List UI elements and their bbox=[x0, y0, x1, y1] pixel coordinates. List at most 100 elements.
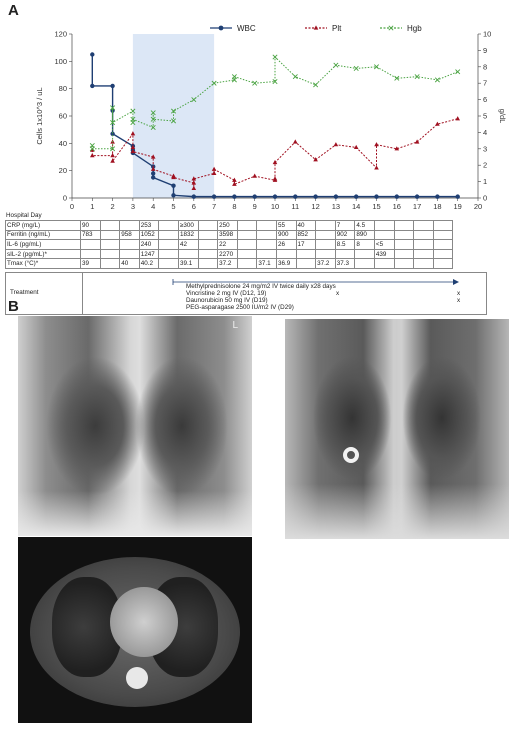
plt-point bbox=[150, 154, 156, 159]
hgb-point bbox=[89, 146, 95, 152]
table-cell: 1832 bbox=[177, 229, 199, 241]
plt-point bbox=[110, 153, 115, 158]
x-tick-label: 5 bbox=[171, 202, 175, 211]
table-cell bbox=[99, 248, 121, 260]
plt-point bbox=[414, 139, 420, 144]
row-label: Ferritin (ng/mL) bbox=[5, 229, 81, 241]
table-cell bbox=[295, 258, 317, 269]
table-cell bbox=[197, 229, 219, 241]
wbc-point bbox=[272, 194, 278, 199]
table-cell: 36.9 bbox=[275, 258, 297, 269]
hgb-point bbox=[211, 80, 217, 86]
table-cell bbox=[373, 229, 395, 241]
x-tick-label: 11 bbox=[291, 202, 299, 211]
treatment-peg-asparagase: PEG-asparagase 2500 IU/m2 IV (D29) bbox=[186, 304, 294, 311]
table-cell bbox=[393, 248, 415, 260]
table-cell bbox=[393, 258, 415, 269]
table-cell bbox=[373, 220, 395, 231]
table-cell bbox=[236, 229, 258, 241]
y-right-tick-label: 4 bbox=[483, 128, 487, 137]
table-cell bbox=[393, 220, 415, 231]
plt-point bbox=[394, 146, 400, 151]
wbc-point bbox=[110, 83, 115, 89]
table-cell: 783 bbox=[80, 229, 101, 241]
hospital-day-label: Hospital Day bbox=[6, 212, 42, 219]
ct-heart bbox=[110, 587, 178, 657]
table-cell bbox=[315, 239, 336, 250]
table-cell bbox=[80, 248, 101, 260]
table-cell: 1247 bbox=[138, 248, 160, 260]
table-cell bbox=[393, 229, 415, 241]
hgb-point bbox=[191, 97, 197, 103]
wbc-point bbox=[171, 183, 176, 188]
treatment-divider bbox=[82, 273, 83, 314]
y-left-tick-label: 0 bbox=[63, 194, 67, 203]
hgb-point bbox=[150, 116, 156, 122]
table-cell bbox=[158, 258, 179, 269]
ct-spine bbox=[126, 667, 148, 689]
wbc-point bbox=[232, 194, 237, 199]
plt-point bbox=[130, 131, 136, 136]
hgb-point bbox=[272, 79, 278, 85]
table-cell bbox=[99, 239, 121, 250]
y-left-tick-label: 60 bbox=[59, 112, 67, 121]
plt-point bbox=[232, 177, 237, 182]
table-row: CRP (mg/L) 90 253 ≥300 250 55 40 7 4.5 bbox=[5, 220, 454, 231]
table-cell: 8 bbox=[354, 239, 375, 250]
table-cell: 22 bbox=[217, 239, 238, 250]
table-cell bbox=[354, 248, 375, 260]
table-cell: 439 bbox=[373, 248, 395, 260]
legend-label-hgb: Hgb bbox=[407, 24, 422, 33]
table-cell: 42 bbox=[177, 239, 199, 250]
wbc-point bbox=[374, 194, 379, 199]
hgb-point bbox=[252, 80, 258, 86]
plt-point bbox=[90, 147, 95, 152]
shaded-region bbox=[132, 34, 215, 198]
plt-point bbox=[232, 181, 237, 186]
vincristine-mark-d12: x bbox=[336, 290, 340, 297]
table-cell bbox=[373, 258, 395, 269]
chest-xray-initial: L bbox=[18, 316, 252, 536]
x-tick-label: 4 bbox=[151, 202, 155, 211]
table-cell: <5 bbox=[373, 239, 395, 250]
wbc-point bbox=[435, 194, 440, 199]
table-cell bbox=[432, 248, 454, 260]
plt-point bbox=[130, 148, 136, 154]
table-cell: ≥300 bbox=[177, 220, 199, 231]
table-cell: 40 bbox=[295, 220, 317, 231]
hgb-point bbox=[150, 110, 156, 116]
table-cell: 26 bbox=[275, 239, 297, 250]
hgb-point bbox=[110, 120, 116, 126]
legend-label-wbc: WBC bbox=[237, 24, 256, 33]
x-tick-label: 7 bbox=[212, 202, 216, 211]
plt-point bbox=[455, 116, 460, 121]
table-cell: 37.2 bbox=[315, 258, 336, 269]
table-cell bbox=[158, 248, 179, 260]
plt-point bbox=[374, 142, 379, 147]
table-cell bbox=[80, 239, 101, 250]
y-right-tick-label: 8 bbox=[483, 62, 487, 71]
table-cell bbox=[119, 220, 140, 231]
hgb-point bbox=[292, 74, 298, 80]
hgb-point bbox=[394, 75, 400, 81]
chest-ct-scan bbox=[18, 537, 252, 723]
plt-point bbox=[313, 157, 318, 162]
y-left-tick-label: 100 bbox=[54, 57, 67, 66]
table-cell: 852 bbox=[295, 229, 317, 241]
table-cell bbox=[99, 220, 121, 231]
plt-point bbox=[90, 153, 95, 158]
plt-point bbox=[353, 144, 359, 150]
wbc-point bbox=[293, 194, 298, 199]
treatment-daunorubicin: Daunorubicin 50 mg IV (D19) bbox=[186, 297, 268, 304]
table-row: IL-6 (pg/mL) 240 42 22 26 17 8.5 8 <5 bbox=[5, 239, 454, 250]
wbc-point bbox=[354, 194, 359, 199]
plt-point bbox=[191, 180, 197, 185]
hgb-point bbox=[231, 74, 237, 80]
table-cell bbox=[197, 248, 219, 260]
table-cell bbox=[119, 239, 140, 250]
table-cell bbox=[354, 258, 375, 269]
y-left-tick-label: 120 bbox=[54, 30, 67, 39]
hgb-point bbox=[150, 124, 156, 130]
x-tick-label: 9 bbox=[253, 202, 257, 211]
table-cell: 40 bbox=[119, 258, 140, 269]
